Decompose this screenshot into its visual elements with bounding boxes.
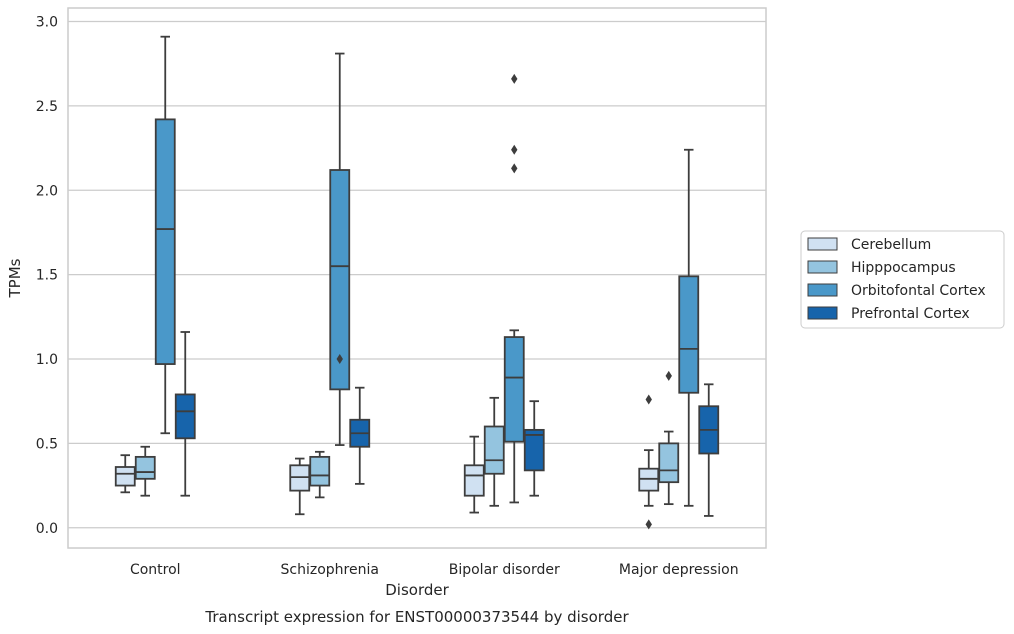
legend-label: Hipppocampus [851, 260, 956, 276]
box-iqr [154, 118, 176, 365]
legend-swatch [807, 283, 838, 297]
x-tick-label: Major depression [619, 562, 739, 578]
box-cerebellum [114, 454, 136, 494]
box-hipppocampus [134, 445, 156, 497]
y-tick-label: 0.0 [36, 521, 58, 537]
box-orbitofontal-cortex [503, 73, 525, 504]
x-tick-label: Bipolar disorder [449, 562, 560, 578]
box-cerebellum [289, 457, 311, 516]
legend-label: Orbitofontal Cortex [851, 283, 986, 299]
outlier-point [511, 73, 518, 84]
outlier-point [645, 519, 652, 530]
box-plot-series [114, 35, 720, 530]
chart-title: Transcript expression for ENST0000037354… [204, 608, 629, 626]
y-axis-ticks: 0.0 0.5 1.0 1.5 2.0 2.5 3.0 [36, 15, 58, 537]
y-tick-label: 2.0 [36, 183, 58, 199]
legend-frame [800, 230, 1005, 329]
box-orbitofontal-cortex [678, 148, 700, 507]
y-tick-label: 1.5 [36, 268, 58, 284]
box-iqr [174, 393, 196, 440]
box-iqr [483, 425, 505, 475]
box-prefrontal-cortex [523, 400, 545, 497]
x-axis-label: Disorder [385, 581, 449, 599]
box-iqr [134, 455, 156, 480]
x-tick-label: Schizophrenia [281, 562, 379, 578]
box-cerebellum [463, 435, 485, 514]
outlier-point [336, 354, 343, 364]
box-iqr [678, 275, 700, 394]
box-orbitofontal-cortex [154, 35, 176, 435]
legend-swatch [807, 237, 838, 251]
box-iqr [114, 466, 136, 487]
y-tick-label: 1.0 [36, 352, 58, 368]
outlier-point [511, 163, 518, 174]
box-hipppocampus [309, 450, 331, 499]
box-hipppocampus [483, 396, 505, 507]
box-prefrontal-cortex [698, 383, 720, 517]
y-axis-label: TPMs [6, 258, 24, 298]
box-iqr [523, 428, 545, 472]
legend-swatch [807, 260, 838, 274]
box-cerebellum [638, 394, 660, 530]
outlier-point [665, 370, 672, 381]
box-iqr [329, 169, 351, 391]
box-hipppocampus [658, 370, 680, 506]
outlier-point [511, 144, 518, 155]
x-axis-ticks: Control Schizophrenia Bipolar disorder Majo… [130, 562, 739, 578]
box-iqr [463, 464, 485, 497]
y-tick-label: 3.0 [36, 15, 58, 31]
box-prefrontal-cortex [349, 386, 371, 485]
x-tick-label: Control [130, 562, 181, 578]
legend: Cerebellum Hipppocampus Orbitofontal Corte… [800, 230, 1005, 329]
box-orbitofontal-cortex [329, 52, 351, 446]
y-tick-label: 2.5 [36, 99, 58, 115]
box-iqr [658, 442, 680, 484]
outlier-point [645, 394, 652, 405]
grid-lines [68, 20, 766, 529]
legend-swatch [807, 306, 838, 320]
legend-label: Prefrontal Cortex [851, 306, 970, 322]
plot-area [67, 7, 767, 549]
box-iqr [309, 455, 331, 487]
y-tick-label: 0.5 [36, 436, 58, 452]
legend-label: Cerebellum [851, 237, 931, 253]
box-iqr [503, 336, 525, 443]
box-prefrontal-cortex [174, 331, 196, 497]
